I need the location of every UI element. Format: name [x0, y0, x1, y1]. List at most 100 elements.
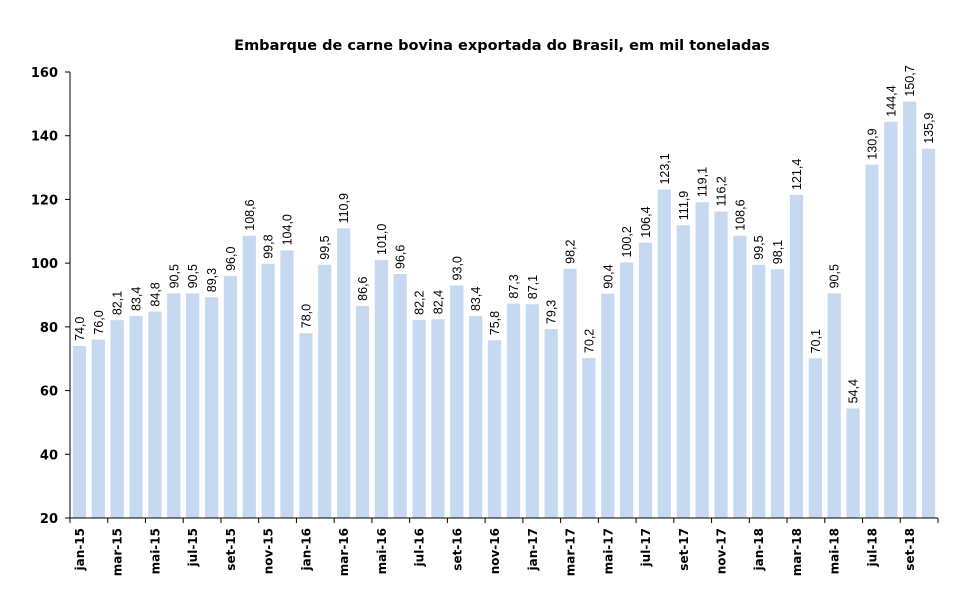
bar-jan-18: [752, 264, 766, 518]
data-label: 108,6: [243, 199, 257, 230]
data-label: 86,6: [356, 276, 370, 300]
bar-jan-15: [72, 345, 87, 518]
bar-set-16: [450, 285, 464, 518]
data-label: 83,4: [469, 287, 483, 311]
bar-ago-16: [431, 319, 445, 518]
data-label: 116,2: [715, 176, 729, 206]
x-tick-label: nov-16: [488, 528, 502, 574]
chart-title: Embarque de carne bovina exportada do Br…: [234, 38, 770, 54]
bar-jul-18: [865, 164, 879, 518]
data-label: 74,0: [73, 317, 87, 341]
data-label: 90,5: [167, 264, 181, 288]
bar-jun-18: [846, 408, 860, 518]
bar-dez-16: [506, 303, 521, 518]
x-tick-label: nov-15: [262, 528, 276, 574]
x-tick-label: set-18: [903, 528, 917, 571]
y-tick-label: 140: [31, 130, 58, 145]
bar-jul-15: [186, 293, 200, 518]
x-tick-label: jan-17: [526, 528, 540, 571]
bar-mai-16: [374, 259, 388, 518]
bar-jul-16: [412, 319, 426, 518]
bar-nov-16: [487, 340, 502, 518]
x-tick-label: mai-15: [148, 528, 162, 574]
data-label: 99,5: [752, 235, 766, 259]
data-label: 121,4: [790, 159, 804, 190]
bar-fev-16: [318, 264, 332, 518]
data-label: 70,1: [809, 329, 823, 353]
bar-abr-17: [582, 358, 596, 518]
bar-jun-15: [167, 293, 181, 518]
y-tick-label: 100: [31, 257, 58, 272]
data-label: 87,3: [507, 274, 521, 298]
data-label: 54,4: [847, 379, 861, 403]
bar-out-17: [695, 202, 709, 519]
x-tick-label: mar-16: [337, 528, 351, 576]
bar-jul-17: [638, 242, 653, 518]
y-tick-label: 40: [40, 448, 58, 463]
data-label: 150,7: [903, 65, 917, 96]
data-label: 100,2: [620, 226, 634, 257]
bar-mar-17: [563, 268, 577, 518]
x-tick-label: set-16: [450, 528, 464, 571]
data-label: 84,8: [148, 282, 162, 306]
data-label: 96,0: [224, 247, 238, 271]
data-label: 104,0: [281, 214, 295, 245]
x-tick-label: mar-15: [111, 528, 125, 576]
data-labels-group: 74,0 76,0 82,1 83,4 84,8 90,5 90,5 89,3 96,0 108,…: [73, 65, 936, 403]
y-tick-label: 60: [40, 385, 58, 400]
y-tick-label: 20: [40, 512, 58, 527]
bar-ago-18: [884, 121, 898, 518]
data-label: 82,4: [431, 290, 445, 314]
data-label: 98,2: [564, 240, 578, 264]
x-tick-label: set-17: [677, 528, 691, 571]
bar-nov-15: [261, 263, 275, 518]
bar-out-18: [921, 148, 936, 518]
bar-jan-17: [525, 304, 539, 518]
data-label: 101,0: [375, 224, 389, 255]
x-tick-label: mai-18: [828, 528, 842, 574]
bar-mai-18: [827, 293, 841, 518]
bar-out-15: [242, 235, 256, 518]
data-label: 123,1: [658, 153, 672, 184]
bar-set-18: [903, 101, 917, 518]
data-label: 110,9: [337, 193, 351, 223]
bar-fev-17: [544, 329, 558, 518]
data-label: 76,0: [92, 310, 106, 334]
x-tick-label: set-15: [224, 528, 238, 571]
bar-jun-17: [620, 262, 634, 518]
bar-abr-16: [355, 305, 370, 518]
data-label: 130,9: [865, 128, 879, 159]
x-tick-label: jul-18: [865, 528, 879, 567]
data-label: 135,9: [922, 112, 936, 143]
bar-jun-16: [393, 273, 407, 518]
data-label: 78,0: [299, 304, 313, 328]
bar-fev-18: [771, 269, 785, 518]
data-label: 108,6: [733, 199, 747, 230]
bar-mai-15: [148, 311, 162, 518]
data-label: 90,4: [601, 264, 615, 288]
x-tick-label: mai-17: [601, 528, 615, 574]
bar-mar-15: [110, 320, 124, 518]
x-tick-label: mai-16: [375, 528, 389, 574]
bar-jan-16: [299, 333, 313, 518]
data-label: 79,3: [545, 300, 559, 324]
data-label: 70,2: [582, 329, 596, 353]
bar-out-16: [469, 316, 483, 518]
data-label: 90,5: [186, 264, 200, 288]
bar-dez-17: [733, 235, 747, 518]
y-axis: 20 40 60 80 100 120 140 160: [31, 66, 71, 527]
x-tick-label: jul-16: [413, 528, 427, 567]
bar-ago-17: [657, 189, 671, 519]
x-axis: jan-15 mar-15 mai-15 jul-15 set-15 nov-15 jan-…: [69, 517, 939, 576]
x-tick-label: nov-17: [715, 528, 729, 574]
bar-set-17: [676, 225, 690, 519]
data-label: 75,8: [488, 311, 502, 335]
data-label: 99,8: [262, 234, 276, 258]
data-label: 96,6: [394, 245, 408, 269]
data-label: 98,1: [771, 240, 785, 264]
bar-dez-15: [280, 250, 294, 518]
x-tick-label: jan-15: [73, 528, 87, 571]
bar-nov-17: [714, 211, 728, 518]
x-tick-label: jan-16: [299, 528, 313, 571]
